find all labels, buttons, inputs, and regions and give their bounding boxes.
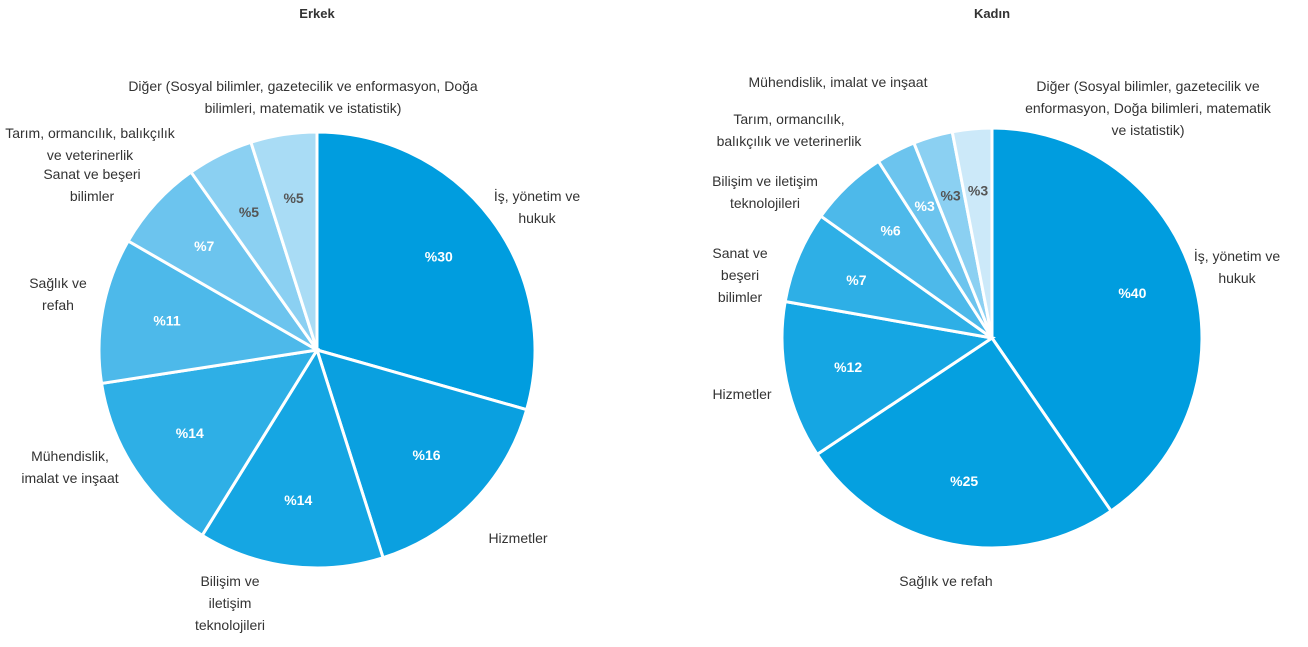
value-label: %14 xyxy=(176,425,204,441)
category-label: Diğer (Sosyal bilimler, gazetecilik ve e… xyxy=(1025,78,1271,138)
category-label: Sanat ve beşeri bilimler xyxy=(43,166,141,204)
pie-slice xyxy=(815,335,1114,550)
category-label: Bilişim ve iletişim teknolojileri xyxy=(712,173,818,211)
category-label: Hizmetler xyxy=(488,530,548,546)
value-label: %3 xyxy=(940,188,960,204)
pie-slice xyxy=(950,126,994,339)
value-label: %16 xyxy=(413,447,441,463)
pie-slice xyxy=(990,126,1204,514)
category-label: Mühendislik, imalat ve inşaat xyxy=(21,448,119,486)
category-label: Sağlık ve refah xyxy=(29,275,87,313)
value-label: %3 xyxy=(915,198,935,214)
value-label: %5 xyxy=(239,204,259,220)
chart-title: Kadın xyxy=(973,6,1011,21)
value-label: %12 xyxy=(834,359,862,375)
pie-slice xyxy=(99,348,320,538)
category-label: Diğer (Sosyal bilimler, gazetecilik ve e… xyxy=(128,78,478,116)
pie-slice xyxy=(249,130,319,351)
pie-slice xyxy=(200,346,385,570)
category-label: Tarım, ormancılık, balıkçılık ve veterin… xyxy=(5,125,175,163)
category-label: Mühendislik, imalat ve inşaat xyxy=(748,74,928,90)
category-label: Hizmetler xyxy=(712,386,772,402)
value-label: %7 xyxy=(194,238,214,254)
category-label: Tarım, ormancılık, balıkçılık ve veterin… xyxy=(716,111,862,149)
pie-slice xyxy=(315,130,537,412)
value-label: %40 xyxy=(1118,285,1146,301)
category-label: Sağlık ve refah xyxy=(899,573,993,589)
value-label: %7 xyxy=(846,272,866,288)
value-label: %14 xyxy=(284,492,312,508)
pie-slice xyxy=(314,347,529,560)
value-label: %6 xyxy=(880,222,900,238)
value-label: %25 xyxy=(950,473,978,489)
value-label: %11 xyxy=(153,313,180,329)
pie-slice xyxy=(97,238,322,386)
pie-slice xyxy=(780,299,996,457)
category-label: İş, yönetim ve hukuk xyxy=(493,188,581,226)
value-label: %30 xyxy=(425,249,453,265)
value-label: %5 xyxy=(283,190,303,206)
chart-title: Erkek xyxy=(299,6,335,21)
category-label: İş, yönetim ve hukuk xyxy=(1193,248,1281,286)
category-label: Bilişim ve iletişim teknolojileri xyxy=(194,573,266,633)
value-label: %3 xyxy=(968,182,988,198)
category-label: Sanat ve beşeri bilimler xyxy=(712,245,768,305)
